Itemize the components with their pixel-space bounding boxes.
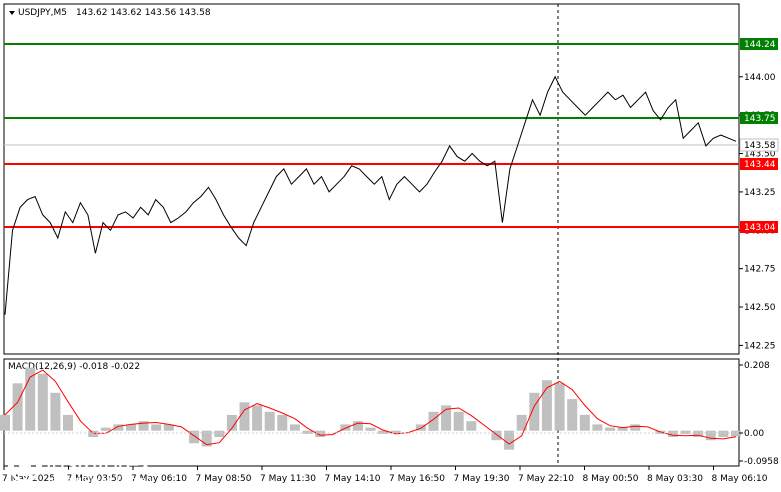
macd-tick-bottom: -0.0958	[744, 457, 779, 467]
macd-tick-top: 0.208	[744, 361, 770, 371]
time-tick-label: 7 May 2025	[2, 474, 55, 484]
macd-histogram-bar	[214, 430, 225, 437]
macd-histogram-bar	[705, 430, 716, 441]
macd-histogram-bar	[541, 380, 552, 431]
macd-histogram-bar	[340, 424, 351, 431]
macd-histogram-bar	[605, 427, 615, 431]
time-axis: 7 May 2025 7 May 03:50 7 May 06:10 7 May 08…	[2, 466, 768, 484]
macd-histogram-bar	[567, 399, 578, 431]
svg-text:143.44: 143.44	[744, 160, 776, 170]
macd-histogram-bar	[264, 411, 275, 431]
macd-histogram-bar	[315, 430, 326, 437]
level-tag-143-04: 143.04	[740, 221, 778, 233]
price-tick-label: 142.25	[744, 341, 776, 351]
price-tick-label: 142.50	[744, 303, 776, 313]
macd-histogram-bar	[88, 430, 99, 437]
macd-histogram-bar	[516, 414, 527, 431]
macd-histogram-bar	[504, 430, 515, 450]
time-tick-label: 7 May 22:10	[518, 474, 574, 484]
macd-histogram-bar	[50, 392, 61, 431]
macd-tick-zero: 0.00	[744, 429, 764, 439]
macd-histogram-bar	[390, 430, 401, 434]
macd-histogram-bar	[302, 430, 313, 434]
macd-histogram-bar	[163, 424, 174, 431]
macd-histogram-bar	[365, 427, 376, 431]
instaforex-logo-icon	[8, 450, 42, 484]
macd-histogram-bar	[415, 424, 426, 431]
instaforex-logo: instaforex Instant Forex Trading	[8, 448, 183, 488]
macd-histogram-bar	[151, 424, 162, 431]
level-tag-143-75: 143.75	[740, 112, 778, 124]
macd-histogram-bar	[277, 414, 288, 431]
price-series-line	[4, 75, 737, 315]
brand-tagline: Instant Forex Trading	[48, 475, 152, 487]
macd-histogram-bar	[680, 430, 691, 434]
macd-histogram-bar	[453, 411, 464, 431]
macd-histogram-bar	[491, 430, 502, 441]
macd-histogram-bar	[378, 430, 389, 434]
macd-header: MACD(12,26,9) -0.018 -0.022	[8, 362, 140, 372]
macd-histogram-bar	[12, 383, 23, 431]
symbol-dropdown-icon[interactable]	[9, 11, 15, 15]
macd-histogram-bar	[0, 414, 10, 431]
svg-text:144.24: 144.24	[744, 40, 776, 50]
price-tick-label: 143.50	[744, 150, 776, 160]
ohlc-readout: 143.62 143.62 143.56 143.58	[76, 8, 211, 18]
macd-histogram-bar	[668, 430, 678, 437]
level-tag-143-44: 143.44	[740, 158, 778, 170]
time-tick-label: 8 May 03:30	[647, 474, 703, 484]
macd-histogram-bar	[617, 427, 628, 431]
time-tick-label: 7 May 11:30	[260, 474, 316, 484]
macd-pane[interactable]	[3, 358, 740, 467]
macd-histogram-bar	[693, 430, 704, 437]
macd-histogram-bar	[289, 424, 300, 431]
price-tick-label: 143.25	[744, 188, 776, 198]
macd-histogram	[0, 367, 741, 450]
macd-histogram-bar	[239, 402, 250, 431]
macd-histogram-bar	[100, 427, 111, 431]
macd-histogram-bar	[252, 405, 263, 431]
macd-histogram-bar	[554, 383, 565, 431]
macd-histogram-bar	[441, 405, 452, 431]
svg-text:143.75: 143.75	[744, 114, 776, 124]
time-tick-label: 7 May 14:10	[325, 474, 381, 484]
time-tick-label: 7 May 03:50	[67, 474, 123, 484]
price-tick-label: 144.00	[744, 73, 776, 83]
macd-histogram-bar	[63, 414, 73, 431]
macd-histogram-bar	[466, 421, 477, 431]
price-tick-label: 142.75	[744, 265, 776, 275]
time-tick-label: 8 May 00:50	[583, 474, 639, 484]
time-tick-label: 7 May 19:30	[454, 474, 510, 484]
macd-histogram-bar	[731, 430, 741, 437]
macd-histogram-bar	[579, 414, 590, 431]
macd-histogram-bar	[113, 424, 124, 431]
macd-histogram-bar	[428, 411, 439, 431]
level-tag-144-24: 144.24	[740, 38, 778, 50]
macd-histogram-bar	[592, 424, 603, 431]
svg-text:143.04: 143.04	[744, 223, 776, 233]
macd-histogram-bar	[138, 421, 149, 431]
macd-signal-line	[4, 369, 737, 446]
symbol-label: USDJPY,M5	[18, 8, 67, 18]
svg-text:143.58: 143.58	[744, 141, 776, 151]
time-tick-label: 8 May 06:10	[712, 474, 768, 484]
brand-name: instaforex	[46, 450, 152, 478]
current-price-tag: 143.58	[739, 138, 779, 152]
time-tick-label: 7 May 06:10	[131, 474, 187, 484]
macd-histogram-bar	[352, 421, 363, 431]
price-pane[interactable]	[3, 3, 740, 355]
macd-histogram-bar	[37, 373, 48, 431]
macd-histogram-bar	[529, 392, 540, 431]
time-tick-label: 7 May 08:50	[196, 474, 252, 484]
macd-histogram-bar	[25, 367, 36, 431]
macd-histogram-bar	[201, 430, 212, 447]
macd-histogram-bar	[189, 430, 200, 444]
macd-histogram-bar	[126, 424, 136, 431]
time-tick-label: 7 May 16:50	[389, 474, 445, 484]
macd-histogram-bar	[630, 424, 641, 431]
macd-histogram-bar	[226, 414, 237, 431]
macd-histogram-bar	[718, 430, 729, 437]
